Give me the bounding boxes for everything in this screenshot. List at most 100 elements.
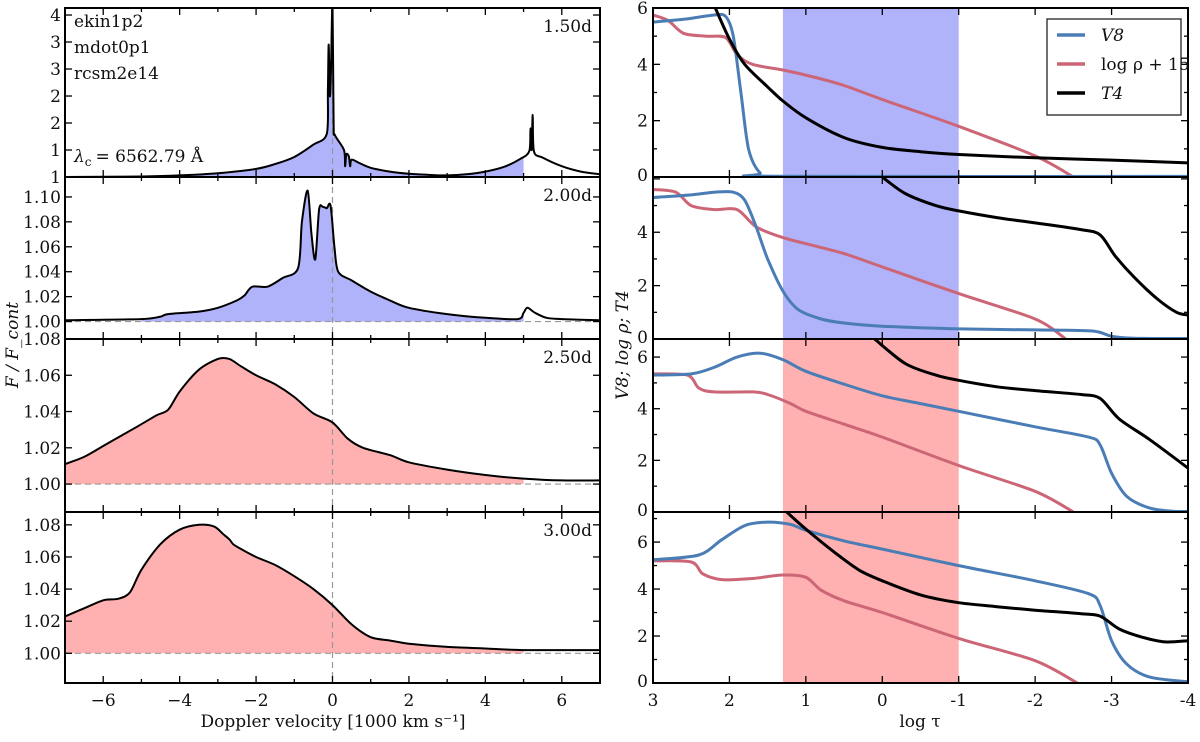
y-tick-label: 1.04	[23, 403, 61, 423]
y-tick-label: 0	[637, 166, 648, 186]
y-tick-label: 6	[637, 533, 648, 553]
shaded-band	[782, 8, 959, 177]
y-tick-label: 1.08	[23, 516, 61, 536]
y-tick-label: 1.06	[23, 366, 61, 386]
x-tick-label: -2	[1027, 691, 1044, 711]
y-tick-label: 3	[50, 60, 61, 80]
y-tick-label: 4	[637, 400, 648, 420]
x-tick-label: -4	[1180, 691, 1197, 711]
right-y-axis-label: V8; log ρ; T4	[613, 290, 633, 399]
x-tick-label: -3	[1103, 691, 1120, 711]
y-tick-label: 2	[637, 451, 648, 471]
panel-plot-area	[65, 8, 600, 177]
right-x-axis-label: log τ	[899, 712, 940, 732]
epoch-label: 2.50d	[543, 348, 592, 368]
legend: V8 log ρ + 15 T4	[1046, 18, 1190, 116]
x-tick-label: −6	[91, 691, 116, 711]
emission-fill	[141, 190, 524, 322]
epoch-label: 3.00d	[543, 521, 592, 541]
y-tick-label: 6	[637, 0, 648, 19]
structure-panel-3: 0 2 4 6	[637, 338, 1189, 521]
epoch-label: 1.50d	[543, 17, 592, 37]
y-tick-label: 4	[50, 6, 61, 26]
v8-line	[653, 351, 1188, 512]
y-tick-label: 1.02	[23, 612, 61, 632]
panel-plot-area	[653, 339, 1188, 512]
x-tick-label: 3	[648, 691, 659, 711]
shaded-band	[782, 339, 959, 512]
y-tick-label: 1.02	[23, 439, 61, 459]
spectrum-panel-3.00d: 1.00 1.02 1.04 1.06 1.08 3.00d	[23, 511, 601, 684]
legend-label-rho: log ρ + 15	[1101, 55, 1190, 75]
spectrum-panel-2.00d: 1.00 1.02 1.04 1.06 1.08 1.10 2.00d	[23, 176, 601, 340]
x-tick-label: 1	[800, 691, 811, 711]
y-tick-label: 1	[50, 168, 61, 188]
y-tick-label: 1.00	[23, 644, 61, 664]
t4-line	[713, 8, 1188, 165]
panel-plot-area	[65, 512, 600, 683]
rho-line	[653, 13, 1075, 177]
structure-panel-4: 0 2 4 6	[637, 511, 1189, 692]
y-tick-label: 1.06	[23, 238, 61, 258]
x-tick-label: −4	[167, 691, 192, 711]
t4-line	[881, 177, 1188, 317]
spectrum-panel-2.50d: 1.00 1.02 1.04 1.06 1.08 2.50d	[23, 330, 601, 513]
y-tick-label: 1.04	[23, 580, 61, 600]
lambda-label: λc = 6562.79 Å	[73, 146, 204, 169]
left-x-axis-label: Doppler velocity [1000 km s⁻¹]	[200, 712, 465, 732]
y-tick-label: 6	[637, 348, 648, 368]
legend-label-v8: V8	[1101, 26, 1124, 46]
structure-panel-2: 0 2 4	[637, 176, 1189, 348]
panel-plot-area	[65, 339, 600, 512]
emission-fill	[65, 357, 524, 485]
left-y-axis-label: F / F_cont	[3, 302, 23, 389]
emission-fill	[65, 524, 524, 654]
y-tick-label: 2	[637, 112, 648, 132]
y-tick-label: 2	[637, 277, 648, 297]
v8-line	[653, 190, 1188, 339]
y-tick-label: 1.02	[23, 288, 61, 308]
y-tick-label: 4	[637, 55, 648, 75]
spectrum-line	[65, 356, 600, 482]
spectrum-line	[65, 8, 600, 177]
x-tick-label: 4	[480, 691, 491, 711]
y-tick-label: 1.08	[23, 330, 61, 350]
y-tick-label: 1	[50, 141, 61, 161]
y-tick-label: 4	[637, 580, 648, 600]
y-tick-label: 2	[50, 114, 61, 134]
x-tick-label: 2	[724, 691, 735, 711]
rho-line	[653, 188, 1067, 339]
y-tick-label: 4	[637, 223, 648, 243]
y-tick-label: 3	[50, 33, 61, 53]
y-tick-label: 0	[637, 501, 648, 521]
model-label-mdot: mdot0p1	[74, 38, 151, 58]
x-tick-label: -1	[950, 691, 967, 711]
x-tick-label: 0	[327, 691, 338, 711]
spectrum-line	[65, 189, 600, 322]
model-labels: ekin1p2 mdot0p1 rcsm2e14 λc = 6562.79 Å	[73, 12, 204, 169]
model-label-ekin: ekin1p2	[74, 12, 143, 32]
rho-line	[653, 559, 1078, 683]
left-spectra-column: 1 1 2 2 3 3 4 1.50d 1.00 1.02 1.04 1.06 1.08 1.10 2.00…	[23, 6, 601, 711]
epoch-label: 2.00d	[543, 186, 592, 206]
y-tick-label: 1.00	[23, 313, 61, 333]
x-tick-label: 6	[556, 691, 567, 711]
y-tick-label: 0	[637, 672, 648, 692]
y-tick-label: 2	[50, 87, 61, 107]
x-tick-label: 2	[404, 691, 415, 711]
rho-line	[653, 372, 1075, 512]
x-tick-label: 0	[877, 691, 888, 711]
panel-plot-area	[653, 177, 1188, 339]
y-tick-label: 1.00	[23, 475, 61, 495]
model-label-rcsm: rcsm2e14	[74, 64, 159, 84]
x-tick-label: −2	[244, 691, 269, 711]
y-tick-label: 1.06	[23, 548, 61, 568]
t4-line	[785, 512, 1188, 644]
legend-label-t4: T4	[1101, 84, 1123, 104]
y-tick-label: 1.04	[23, 263, 61, 283]
panel-plot-area	[653, 512, 1188, 683]
y-tick-label: 0	[637, 328, 648, 348]
y-tick-label: 1.10	[23, 188, 61, 208]
y-tick-label: 1.08	[23, 213, 61, 233]
